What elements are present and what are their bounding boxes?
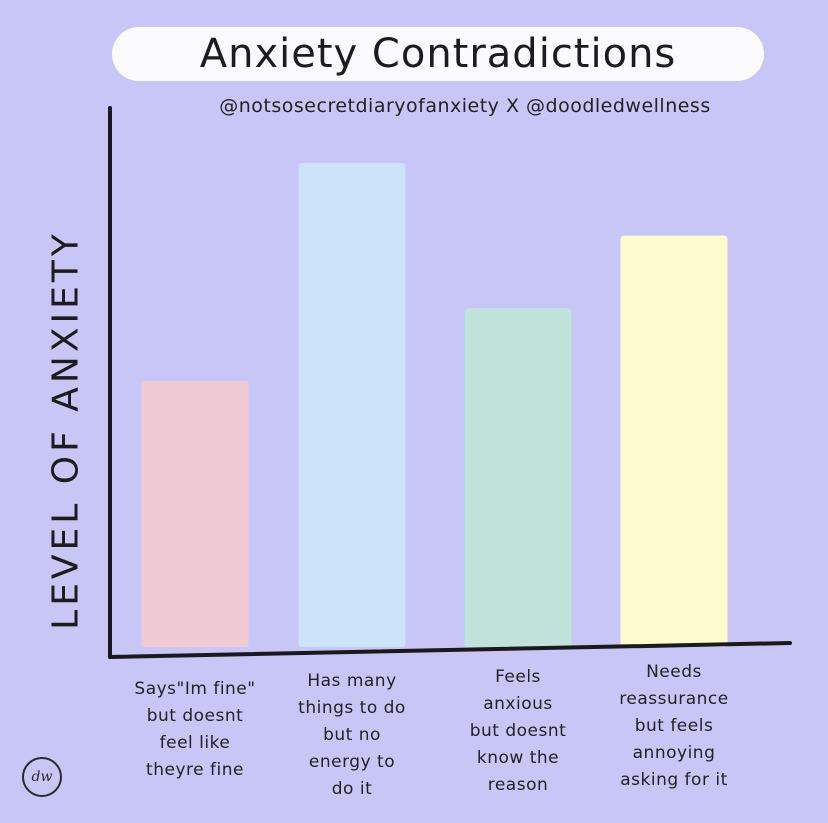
category-label-2: Has many things to do but no energy to do it: [272, 668, 432, 803]
chart-subtitle: @notsosecretdiaryofanxiety X @doodledwel…: [219, 95, 711, 117]
chart-title: Anxiety Contradictions: [199, 31, 677, 77]
logo: dw: [22, 757, 62, 797]
category-label-line: asking for it: [620, 770, 728, 790]
logo-text: dw: [31, 769, 53, 785]
category-label-line: Feels: [495, 667, 541, 687]
category-label-1: Says"Im fine" but doesnt feel like theyre f…: [115, 676, 275, 784]
bar-1: [141, 380, 249, 647]
bar-3: [464, 308, 572, 647]
x-axis: [108, 641, 792, 659]
category-label-line: but doesnt: [469, 721, 567, 741]
bar-4: [620, 235, 728, 647]
category-label-line: theyre fine: [146, 760, 244, 780]
category-label-line: energy to: [308, 752, 396, 772]
category-label-line: but no: [323, 725, 381, 745]
category-label-line: do it: [331, 779, 373, 799]
category-label-line: but feels: [634, 716, 714, 736]
category-label-line: anxious: [483, 694, 553, 714]
category-label-line: reason: [487, 775, 549, 795]
category-label-line: annoying: [632, 743, 716, 763]
category-label-line: know the: [476, 748, 560, 768]
category-label-line: reassurance: [619, 689, 729, 709]
category-label-3: Feels anxious but doesnt know the reason: [438, 664, 598, 799]
title-pill: Anxiety Contradictions: [112, 27, 764, 81]
category-label-4: Needs reassurance but feels annoying asking …: [594, 659, 754, 794]
bar-2: [298, 163, 406, 647]
category-label-line: Needs: [646, 662, 702, 682]
category-label-line: feel like: [159, 733, 231, 753]
category-label-line: things to do: [298, 698, 406, 718]
category-label-line: Has many: [307, 671, 397, 691]
category-label-line: but doesnt: [146, 706, 244, 726]
category-label-line: Says"Im fine": [134, 679, 256, 699]
